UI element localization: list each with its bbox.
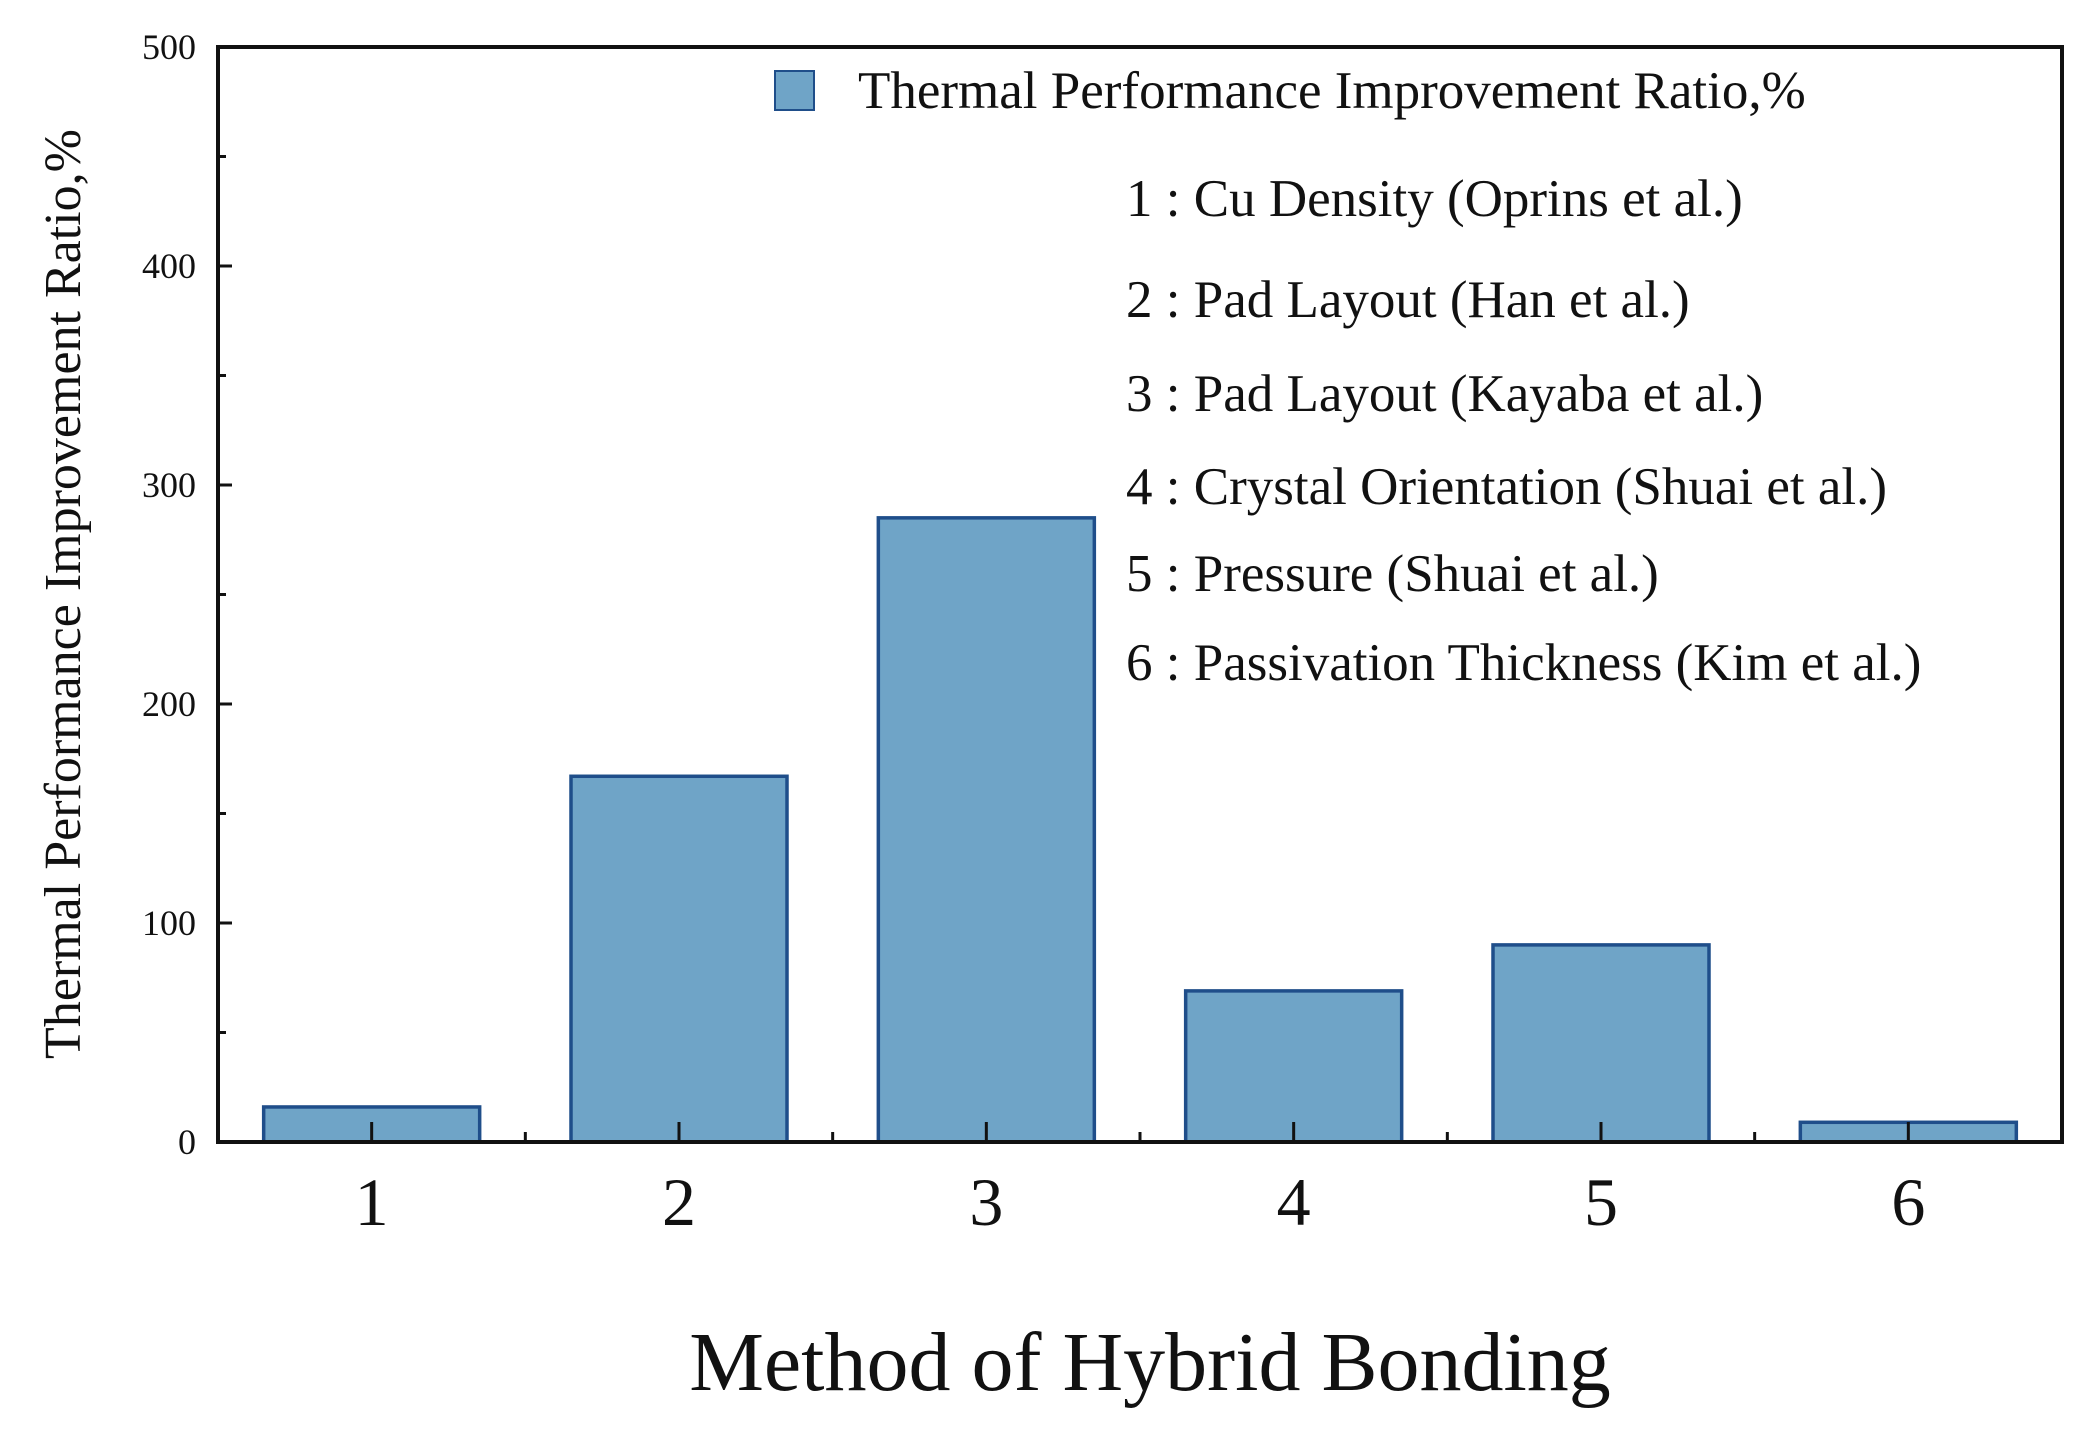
x-tick-label: 2 — [662, 1164, 696, 1240]
y-tick-label: 200 — [142, 684, 196, 724]
bar-4 — [1183, 989, 1404, 1144]
annotation-6: 6 : Passivation Thickness (Kim et al.) — [1126, 634, 1921, 692]
bars-group — [261, 516, 2019, 1144]
legend: Thermal Performance Improvement Ratio,% — [774, 62, 1806, 120]
y-tick-label: 400 — [142, 246, 196, 286]
y-axis-label: Thermal Performance Improvement Ratio,% — [35, 129, 92, 1059]
bar-5 — [1491, 943, 1711, 1144]
x-tick-label: 5 — [1584, 1164, 1618, 1240]
x-axis-ticks: 1 2 3 4 5 6 — [355, 1122, 1925, 1240]
annotation-4: 4 : Crystal Orientation (Shuai et al.) — [1126, 458, 1887, 516]
y-tick-label: 0 — [178, 1122, 196, 1162]
method-annotations: 1 : Cu Density (Oprins et al.) 2 : Pad L… — [1126, 170, 1921, 692]
bar-3 — [876, 516, 1097, 1144]
annotation-2: 2 : Pad Layout (Han et al.) — [1126, 271, 1690, 329]
y-axis-ticks: 0 100 200 300 400 500 — [142, 27, 232, 1162]
y-tick-label: 300 — [142, 465, 196, 505]
y-tick-label: 100 — [142, 903, 196, 943]
annotation-1: 1 : Cu Density (Oprins et al.) — [1126, 170, 1743, 228]
x-axis-label: Method of Hybrid Bonding — [689, 1316, 1611, 1409]
y-tick-label: 500 — [142, 27, 196, 67]
bar-2 — [569, 774, 789, 1144]
x-tick-label: 3 — [969, 1164, 1003, 1240]
legend-swatch — [774, 70, 815, 111]
annotation-3: 3 : Pad Layout (Kayaba et al.) — [1126, 365, 1763, 423]
plot-frame — [216, 45, 2064, 1144]
annotation-5: 5 : Pressure (Shuai et al.) — [1126, 545, 1659, 603]
x-tick-label: 4 — [1277, 1164, 1311, 1240]
x-tick-label: 6 — [1891, 1164, 1925, 1240]
legend-label: Thermal Performance Improvement Ratio,% — [858, 62, 1806, 120]
x-tick-label: 1 — [355, 1164, 389, 1240]
